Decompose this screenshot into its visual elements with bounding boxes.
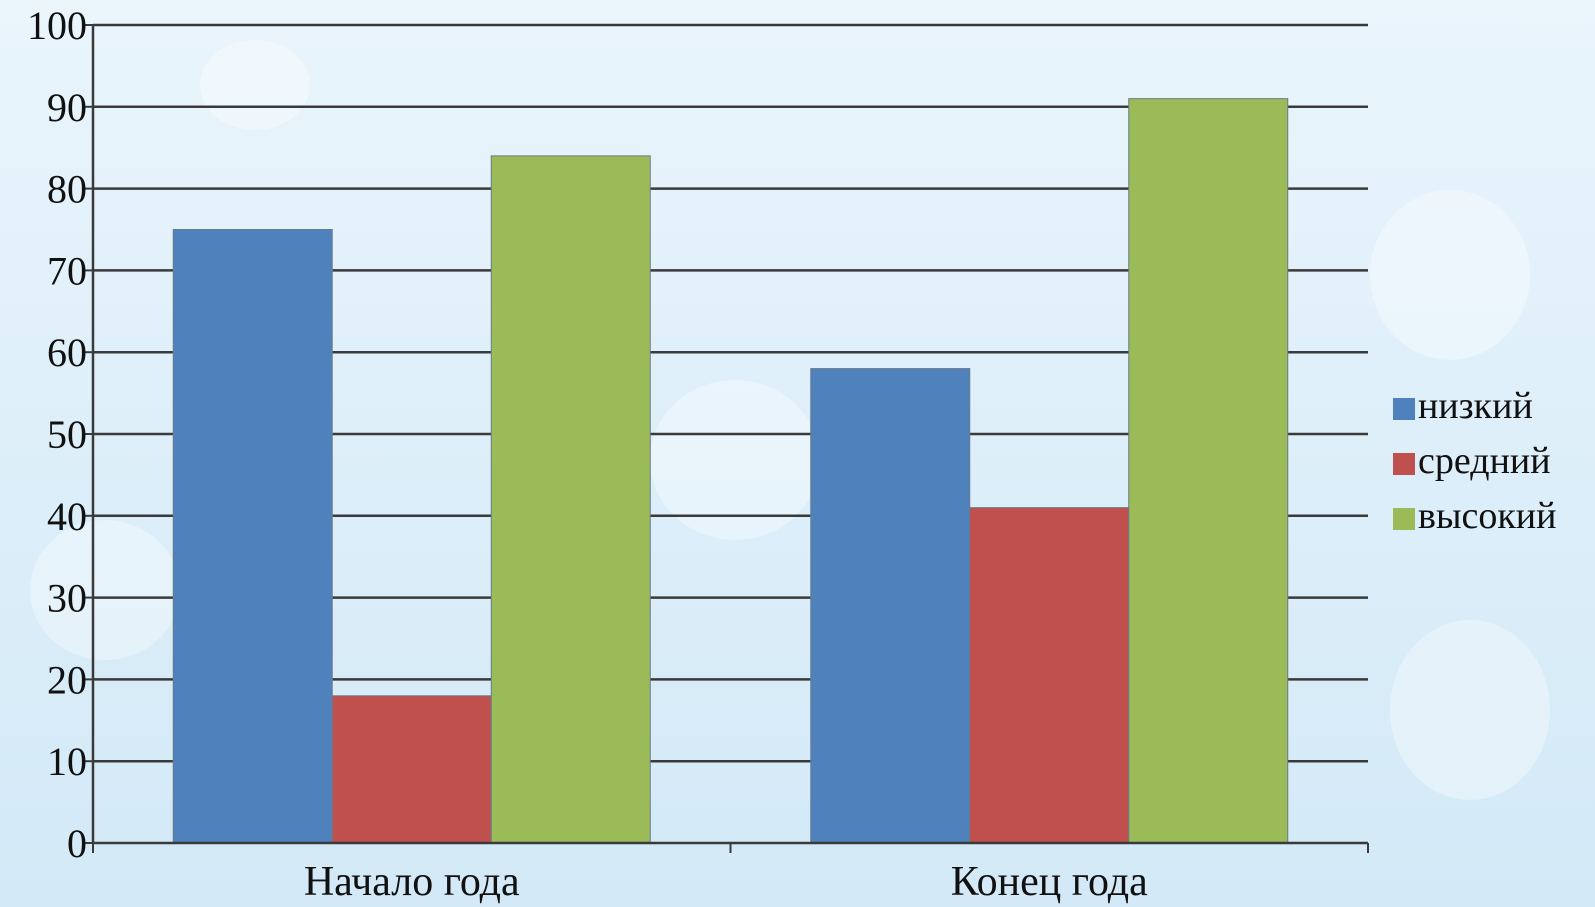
legend-swatch-высокий <box>1393 508 1415 530</box>
y-tick-label: 70 <box>47 248 87 293</box>
x-axis-labels: Начало года Конец года <box>304 859 1148 905</box>
y-tick-label: 0 <box>67 821 87 866</box>
background-decoration <box>1370 190 1530 360</box>
legend: низкий средний высокий <box>1393 385 1556 537</box>
y-tick-label: 90 <box>47 85 87 130</box>
background-decoration <box>30 520 180 660</box>
legend-label: высокий <box>1418 495 1556 537</box>
background-decoration <box>650 380 820 540</box>
y-tick-label: 10 <box>47 739 87 784</box>
bar-низкий-1 <box>172 229 333 844</box>
x-category-label: Начало года <box>304 859 520 905</box>
bar-средний-2 <box>969 507 1130 844</box>
y-axis-ticks: 0 10 20 30 40 50 60 70 80 90 100 <box>27 3 93 866</box>
y-tick-label: 30 <box>47 576 87 621</box>
y-tick-label: 60 <box>47 330 87 375</box>
y-tick-label: 20 <box>47 657 87 702</box>
y-tick-label: 50 <box>47 412 87 457</box>
legend-swatch-средний <box>1393 453 1415 475</box>
bars <box>172 98 1289 844</box>
x-category-label: Конец года <box>951 859 1148 905</box>
y-tick-label: 80 <box>47 167 87 212</box>
legend-label: средний <box>1418 440 1551 482</box>
bar-высокий-1 <box>490 155 651 844</box>
bar-низкий-2 <box>810 368 971 844</box>
bar-высокий-2 <box>1128 98 1289 844</box>
y-tick-label: 40 <box>47 494 87 539</box>
legend-label: низкий <box>1418 385 1533 427</box>
y-tick-label: 100 <box>27 3 87 48</box>
background-decoration <box>200 40 310 130</box>
background-decoration <box>1390 620 1550 800</box>
legend-swatch-низкий <box>1393 398 1415 420</box>
bar-средний-1 <box>331 695 492 844</box>
